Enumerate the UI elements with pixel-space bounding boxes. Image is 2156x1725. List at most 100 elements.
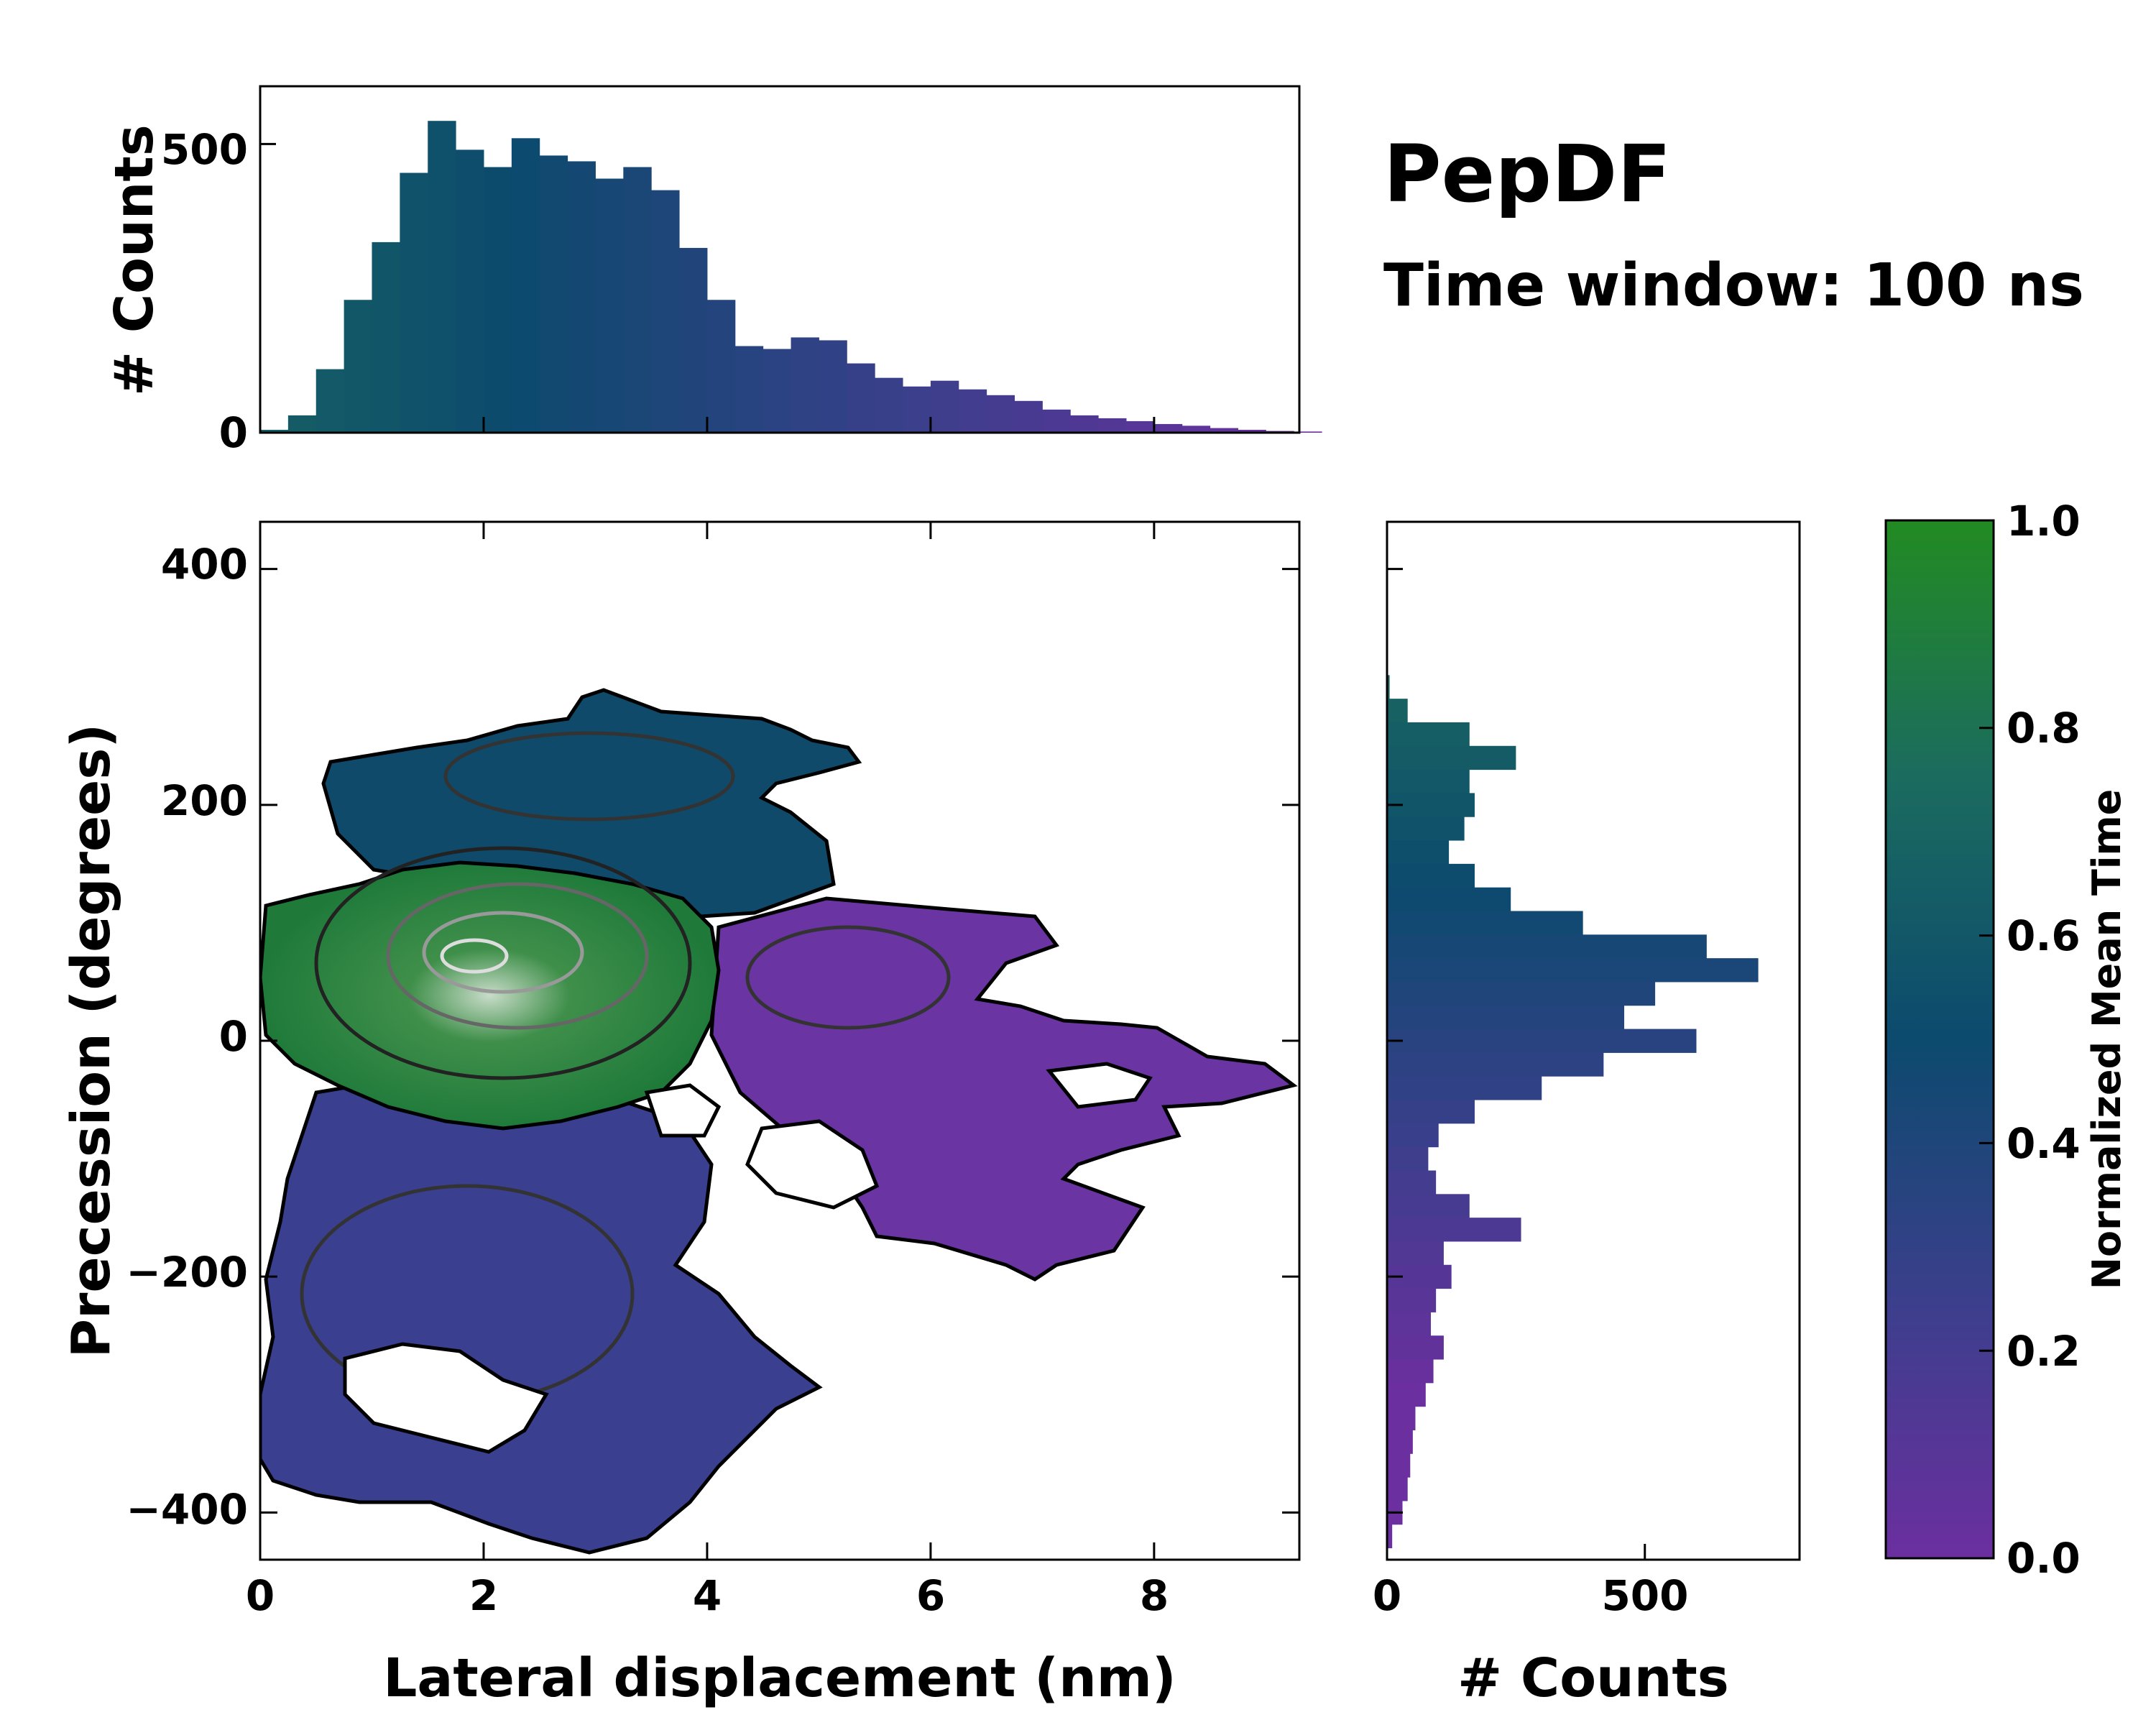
right-histogram-bar bbox=[1387, 1406, 1416, 1430]
right-histogram-bar bbox=[1387, 1382, 1426, 1407]
contour-outer bbox=[314, 846, 692, 1080]
main-ytick-label-0: 0 bbox=[219, 1012, 248, 1061]
top-histogram-bar bbox=[483, 167, 512, 433]
main-xtick-label-0: 0 bbox=[246, 1571, 275, 1620]
top-histogram-bar bbox=[260, 429, 289, 433]
top-histogram-bar bbox=[958, 389, 987, 433]
right-histogram-bar bbox=[1387, 745, 1516, 770]
top-histogram-bar bbox=[1042, 409, 1071, 433]
contour-mid bbox=[386, 882, 649, 1030]
top-histogram-bar bbox=[1238, 429, 1266, 433]
right-histogram-bar bbox=[1387, 840, 1450, 865]
right-xtick-label-0: 0 bbox=[1373, 1571, 1401, 1620]
right-histogram-bar bbox=[1387, 816, 1465, 841]
right-histogram-xlabel: # Counts bbox=[1457, 1647, 1729, 1709]
top-histogram-bar bbox=[1181, 426, 1211, 433]
top-histogram-bar bbox=[986, 395, 1015, 433]
main-xlabel: Lateral displacement (nm) bbox=[383, 1647, 1176, 1709]
right-histogram-bars bbox=[1387, 675, 1759, 1549]
top-histogram-ticks bbox=[259, 142, 1156, 434]
top-histogram-bars bbox=[260, 121, 1322, 433]
heatmap-contours bbox=[300, 731, 951, 1404]
colorbar-gradient bbox=[1884, 519, 1995, 1560]
contour-right bbox=[745, 925, 951, 1030]
top-histogram-bar bbox=[567, 161, 596, 433]
right-xtick-label-500: 500 bbox=[1601, 1571, 1688, 1620]
top-histogram-bar bbox=[819, 340, 847, 433]
top-histogram-bar bbox=[456, 150, 484, 433]
right-histogram-bar bbox=[1387, 1312, 1431, 1336]
right-histogram-bar bbox=[1387, 1359, 1434, 1384]
top-histogram-bar bbox=[623, 167, 652, 433]
right-histogram-bar bbox=[1387, 863, 1475, 888]
right-histogram-bar bbox=[1387, 722, 1470, 747]
right-histogram-bar bbox=[1387, 1005, 1625, 1030]
heatmap-hole-4 bbox=[644, 1083, 722, 1138]
top-histogram-bar bbox=[1210, 428, 1238, 433]
heatmap-hole-1 bbox=[343, 1342, 549, 1454]
colorbar-tick-label-0-6: 0.6 bbox=[2007, 911, 2081, 960]
top-histogram-bar bbox=[372, 242, 400, 433]
right-histogram-bar bbox=[1387, 1430, 1413, 1454]
top-histogram-bar bbox=[315, 369, 345, 433]
main-ytick-labels: 400 200 0 −200 −400 bbox=[126, 540, 248, 1534]
top-histogram-bar bbox=[1126, 420, 1155, 433]
top-histogram-bar bbox=[847, 363, 875, 433]
chart-subtitle: Time window: 100 ns bbox=[1383, 252, 2084, 320]
right-histogram-bar bbox=[1387, 699, 1408, 723]
contour-upper bbox=[443, 731, 735, 822]
top-histogram-bar bbox=[595, 178, 624, 433]
right-histogram-bar bbox=[1387, 1123, 1439, 1148]
top-histogram-bar bbox=[1098, 418, 1127, 433]
right-histogram-bar bbox=[1387, 1076, 1542, 1100]
right-histogram-bar bbox=[1387, 1052, 1604, 1077]
main-ytick-label-neg200: −200 bbox=[126, 1248, 248, 1297]
contour-peak bbox=[440, 938, 509, 974]
right-histogram: 0 500 # Counts bbox=[1373, 520, 1801, 1709]
heatmap-hole-3 bbox=[1046, 1062, 1153, 1109]
main-xtick-label-6: 6 bbox=[916, 1571, 945, 1620]
main-ytick-label-neg400: −400 bbox=[126, 1485, 248, 1534]
top-histogram-bar bbox=[651, 190, 680, 433]
main-xtick-labels: 0 2 4 6 8 bbox=[246, 1571, 1169, 1620]
top-histogram-bar bbox=[511, 138, 540, 433]
top-histogram-bar bbox=[706, 300, 736, 433]
right-histogram-bar bbox=[1387, 1524, 1393, 1549]
right-histogram-bar bbox=[1387, 1477, 1408, 1501]
right-histogram-bar bbox=[1387, 1453, 1411, 1478]
top-histogram-bar bbox=[763, 349, 792, 433]
right-histogram-bar bbox=[1387, 1100, 1475, 1124]
heatmap-region-core bbox=[260, 860, 721, 1131]
right-histogram-bar bbox=[1387, 934, 1707, 959]
colorbar-tick-label-0-4: 0.4 bbox=[2007, 1119, 2081, 1168]
main-xtick-label-8: 8 bbox=[1140, 1571, 1169, 1620]
right-histogram-bar bbox=[1387, 887, 1511, 911]
right-histogram-bar bbox=[1387, 1335, 1444, 1360]
colorbar-tick-label-1-0: 1.0 bbox=[2007, 497, 2081, 546]
right-histogram-bar bbox=[1387, 1241, 1444, 1266]
top-histogram-bar bbox=[1014, 400, 1043, 433]
contour-inner bbox=[422, 911, 584, 994]
right-histogram-bar bbox=[1387, 1029, 1697, 1053]
top-histogram-bar bbox=[734, 346, 764, 433]
right-histogram-bar bbox=[1387, 958, 1759, 983]
colorbar-tick-label-0-2: 0.2 bbox=[2007, 1327, 2081, 1376]
right-histogram-bar bbox=[1387, 1146, 1429, 1171]
right-histogram-ticks bbox=[1386, 568, 1646, 1560]
top-histogram-bar bbox=[791, 337, 819, 433]
colorbar: 1.0 0.8 0.6 0.4 0.2 0.0 Normalized Mean … bbox=[1884, 497, 2129, 1583]
top-histogram-bar bbox=[287, 415, 317, 433]
chart-title: PepDF bbox=[1383, 128, 1671, 220]
colorbar-tick-label-0-8: 0.8 bbox=[2007, 704, 2081, 753]
right-histogram-bar bbox=[1387, 1218, 1521, 1242]
colorbar-ticks bbox=[1979, 519, 1994, 1560]
top-histogram: 500 0 # Counts bbox=[103, 85, 1322, 457]
heatmap-region-right-arm bbox=[709, 896, 1298, 1282]
right-histogram-bar bbox=[1387, 675, 1390, 699]
right-histogram-bar bbox=[1387, 1170, 1437, 1195]
right-histogram-bar bbox=[1387, 981, 1656, 1006]
heatmap-holes bbox=[343, 1062, 1153, 1454]
main-ytick-label-200: 200 bbox=[161, 776, 248, 825]
top-histogram-bar bbox=[428, 121, 456, 433]
